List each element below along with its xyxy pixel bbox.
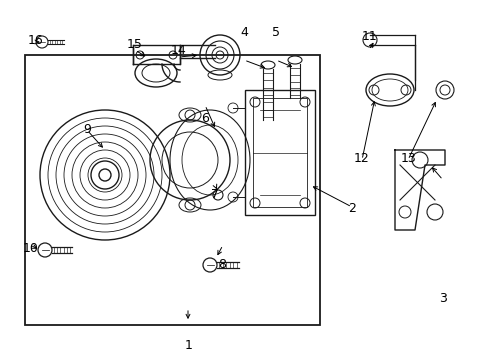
Bar	[25, 55, 319, 325]
Text: 1: 1	[184, 339, 192, 352]
Text: 2: 2	[347, 202, 355, 215]
Text: 7: 7	[211, 188, 219, 201]
Text: 13: 13	[400, 152, 415, 165]
Text: 4: 4	[240, 26, 248, 39]
Text: 3: 3	[438, 292, 446, 305]
Text: 16: 16	[27, 34, 43, 47]
Bar	[252, 98, 306, 207]
Text: 8: 8	[218, 258, 226, 271]
Text: 15: 15	[126, 39, 142, 51]
Text: 9: 9	[83, 123, 91, 136]
Text: 5: 5	[272, 26, 280, 39]
Text: 11: 11	[361, 30, 376, 42]
Text: 14: 14	[170, 44, 186, 57]
Text: 12: 12	[353, 152, 369, 165]
Text: 6: 6	[201, 112, 209, 125]
Text: 10: 10	[22, 242, 38, 255]
Bar	[244, 90, 314, 215]
